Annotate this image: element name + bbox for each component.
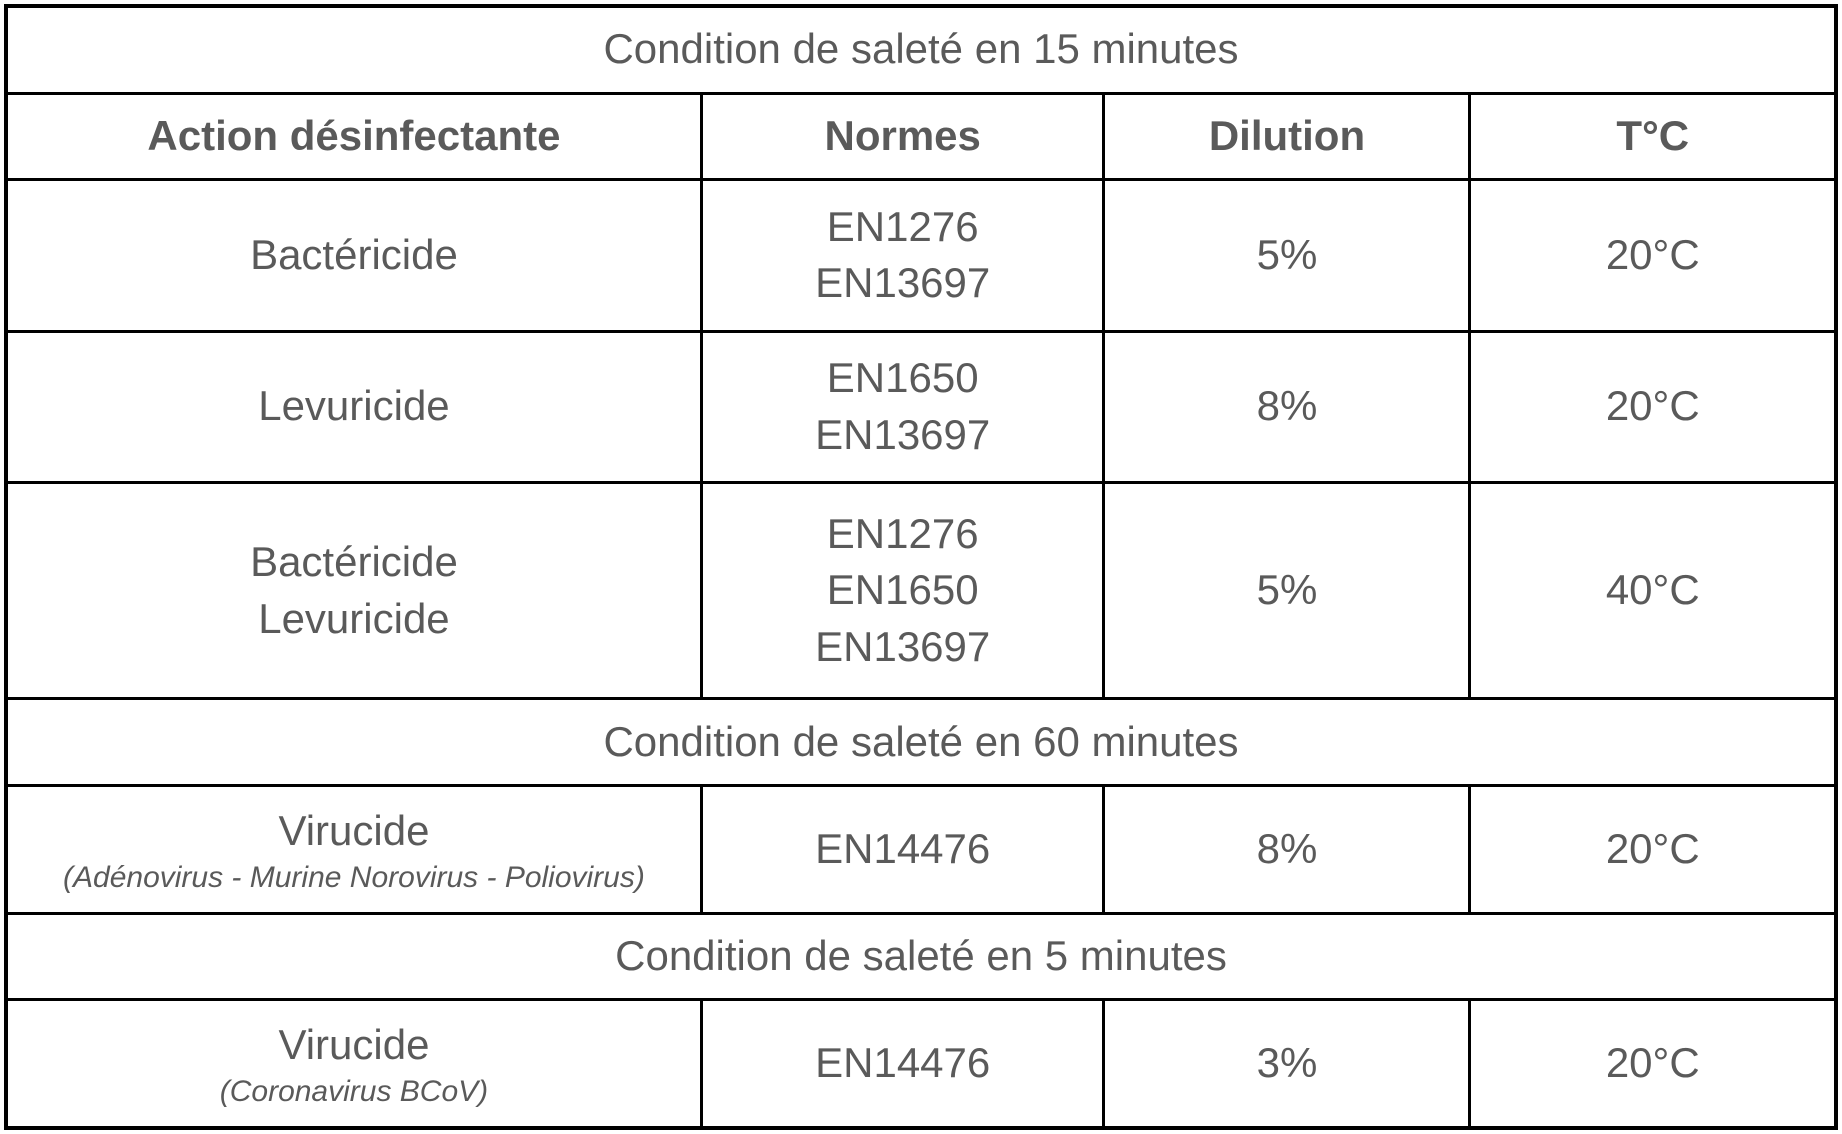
section-title: Condition de saleté en 60 minutes xyxy=(6,699,1836,786)
action-main: Virucide xyxy=(278,807,429,854)
cell-action: Virucide (Coronavirus BCoV) xyxy=(6,1000,701,1128)
cell-dilution: 5% xyxy=(1104,180,1470,331)
cell-temp: 40°C xyxy=(1470,483,1836,699)
action-line: Levuricide xyxy=(12,591,696,648)
section-row-60min: Condition de saleté en 60 minutes xyxy=(6,699,1836,786)
cell-dilution: 5% xyxy=(1104,483,1470,699)
table-row: Bactéricide EN1276 EN13697 5% 20°C xyxy=(6,180,1836,331)
cell-normes: EN1276 EN13697 xyxy=(701,180,1104,331)
cell-normes: EN14476 xyxy=(701,1000,1104,1128)
cell-normes: EN14476 xyxy=(701,785,1104,913)
action-line: Levuricide xyxy=(12,378,696,435)
col-header-temp: T°C xyxy=(1470,93,1836,180)
header-row: Action désinfectante Normes Dilution T°C xyxy=(6,93,1836,180)
norme-line: EN1650 xyxy=(707,562,1099,619)
action-main: Virucide xyxy=(278,1021,429,1068)
cell-temp: 20°C xyxy=(1470,180,1836,331)
col-header-normes: Normes xyxy=(701,93,1104,180)
table-row: Bactéricide Levuricide EN1276 EN1650 EN1… xyxy=(6,483,1836,699)
table-row: Virucide (Adénovirus - Murine Norovirus … xyxy=(6,785,1836,913)
norme-line: EN14476 xyxy=(707,1035,1099,1092)
section-row-5min: Condition de saleté en 5 minutes xyxy=(6,913,1836,1000)
table-row: Levuricide EN1650 EN13697 8% 20°C xyxy=(6,331,1836,482)
action-line: Bactéricide xyxy=(12,534,696,591)
cell-temp: 20°C xyxy=(1470,785,1836,913)
section-title: Condition de saleté en 15 minutes xyxy=(6,6,1836,93)
cell-temp: 20°C xyxy=(1470,331,1836,482)
cell-action: Bactéricide Levuricide xyxy=(6,483,701,699)
action-sub: (Adénovirus - Murine Norovirus - Poliovi… xyxy=(12,860,696,896)
cell-temp: 20°C xyxy=(1470,1000,1836,1128)
cell-normes: EN1276 EN1650 EN13697 xyxy=(701,483,1104,699)
col-header-action: Action désinfectante xyxy=(6,93,701,180)
action-line: Bactéricide xyxy=(12,227,696,284)
cell-dilution: 8% xyxy=(1104,785,1470,913)
norme-line: EN14476 xyxy=(707,821,1099,878)
cell-dilution: 8% xyxy=(1104,331,1470,482)
action-sub: (Coronavirus BCoV) xyxy=(12,1074,696,1110)
cell-dilution: 3% xyxy=(1104,1000,1470,1128)
cell-normes: EN1650 EN13697 xyxy=(701,331,1104,482)
norme-line: EN13697 xyxy=(707,407,1099,464)
section-row-15min: Condition de saleté en 15 minutes xyxy=(6,6,1836,93)
cell-action: Virucide (Adénovirus - Murine Norovirus … xyxy=(6,785,701,913)
section-title: Condition de saleté en 5 minutes xyxy=(6,913,1836,1000)
norme-line: EN13697 xyxy=(707,619,1099,676)
disinfectant-table: Condition de saleté en 15 minutes Action… xyxy=(4,4,1838,1130)
cell-action: Bactéricide xyxy=(6,180,701,331)
table-row: Virucide (Coronavirus BCoV) EN14476 3% 2… xyxy=(6,1000,1836,1128)
col-header-dilution: Dilution xyxy=(1104,93,1470,180)
norme-line: EN1276 xyxy=(707,199,1099,256)
norme-line: EN1276 xyxy=(707,506,1099,563)
cell-action: Levuricide xyxy=(6,331,701,482)
norme-line: EN1650 xyxy=(707,350,1099,407)
norme-line: EN13697 xyxy=(707,255,1099,312)
